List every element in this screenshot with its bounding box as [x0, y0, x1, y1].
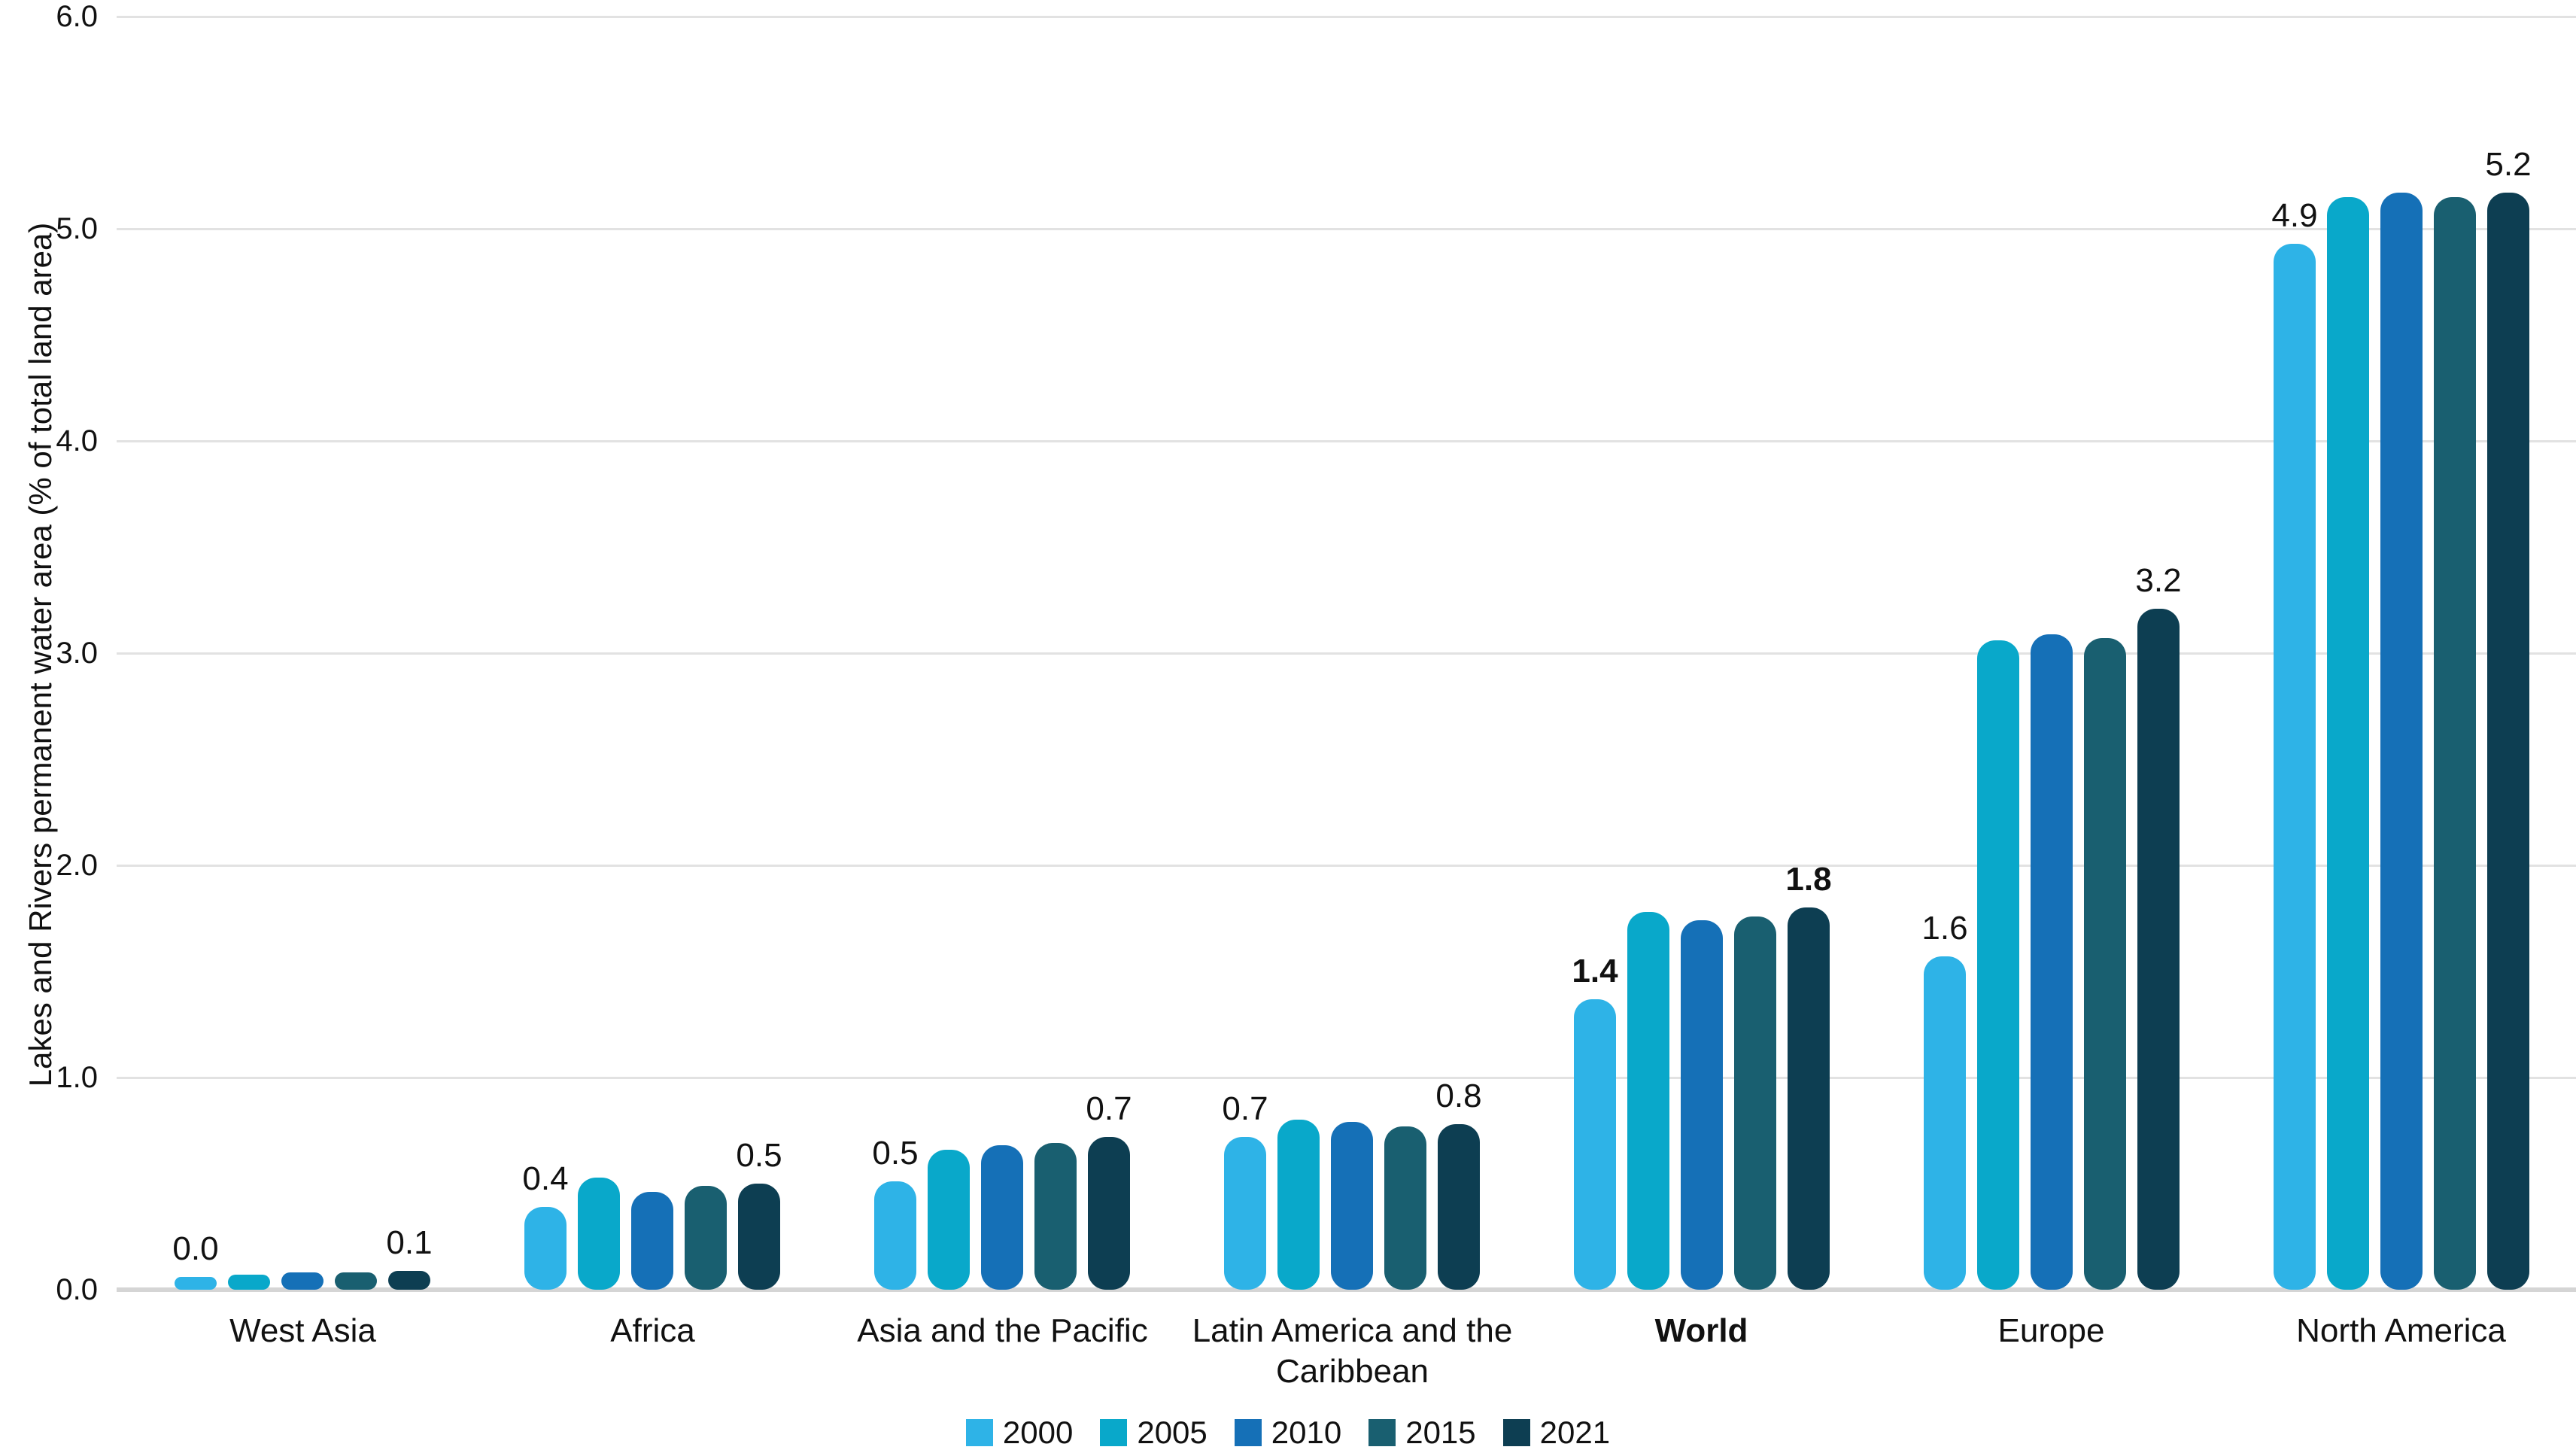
category-label: Europe [1997, 1312, 2105, 1349]
category-label: North America [2296, 1312, 2506, 1349]
bar-2021 [1088, 1137, 1130, 1290]
category-label: World [1654, 1312, 1748, 1349]
legend-swatch [1502, 1419, 1530, 1446]
value-label: 0.5 [736, 1137, 782, 1174]
bar-2000 [175, 1277, 217, 1290]
x-axis-line [117, 1287, 2576, 1292]
bar-2010 [2031, 634, 2073, 1290]
bar-2010 [1331, 1122, 1373, 1290]
bar-2021 [2137, 609, 2180, 1290]
category-label: West Asia [229, 1312, 376, 1349]
bar-2015 [1384, 1126, 1426, 1290]
y-tick-label: 0.0 [56, 1273, 98, 1306]
y-tick-label: 4.0 [56, 424, 98, 457]
y-tick-label: 1.0 [56, 1061, 98, 1094]
bar-2005 [1977, 640, 2019, 1290]
value-label: 0.0 [172, 1230, 219, 1267]
bar-2000 [874, 1181, 916, 1290]
legend-item-2005: 2005 [1100, 1415, 1208, 1450]
value-label: 0.7 [1222, 1090, 1268, 1127]
bar-2005 [578, 1178, 620, 1290]
value-label: 3.2 [2135, 562, 2182, 599]
bar-2005 [1627, 912, 1669, 1290]
bar-2015 [335, 1272, 377, 1290]
value-label: 0.1 [386, 1224, 433, 1261]
bar-2021 [1788, 907, 1830, 1290]
gridline [117, 228, 2576, 230]
category-label: Asia and the Pacific [857, 1312, 1148, 1349]
bar-2010 [281, 1272, 324, 1290]
legend-item-2010: 2010 [1234, 1415, 1342, 1450]
legend-swatch [1100, 1419, 1128, 1446]
bar-2005 [928, 1150, 970, 1290]
legend-label: 2005 [1137, 1415, 1208, 1450]
gridline [117, 865, 2576, 867]
bar-2005 [228, 1275, 270, 1290]
value-label: 0.7 [1086, 1090, 1132, 1127]
bar-2010 [1681, 920, 1723, 1290]
gridline [117, 440, 2576, 442]
value-label: 1.8 [1785, 861, 1832, 898]
legend-label: 2010 [1271, 1415, 1342, 1450]
category-label: Africa [610, 1312, 695, 1349]
bar-2005 [2327, 197, 2369, 1290]
legend-swatch [965, 1419, 993, 1446]
value-label: 0.5 [872, 1135, 919, 1172]
bar-2000 [1924, 956, 1966, 1290]
bar-2015 [1734, 916, 1776, 1290]
legend-swatch [1234, 1419, 1262, 1446]
value-label: 1.4 [1572, 953, 1618, 989]
y-tick-label: 2.0 [56, 849, 98, 882]
y-tick-label: 5.0 [56, 212, 98, 245]
bar-2021 [738, 1184, 780, 1290]
bar-2000 [524, 1207, 567, 1290]
bar-2005 [1277, 1120, 1320, 1290]
legend-label: 2000 [1002, 1415, 1074, 1450]
legend-label: 2021 [1539, 1415, 1611, 1450]
bar-2000 [1574, 999, 1616, 1290]
legend-label: 2015 [1405, 1415, 1476, 1450]
value-label: 0.4 [522, 1160, 569, 1197]
y-tick-label: 6.0 [56, 0, 98, 33]
bar-2010 [631, 1192, 673, 1290]
bar-2000 [2274, 244, 2316, 1290]
bar-2021 [1438, 1124, 1480, 1290]
value-label: 4.9 [2271, 197, 2318, 234]
bar-2021 [388, 1271, 430, 1290]
value-label: 5.2 [2485, 146, 2532, 183]
bar-2015 [2084, 638, 2126, 1290]
gridline [117, 16, 2576, 18]
bar-2010 [2380, 193, 2423, 1290]
bar-2015 [2434, 197, 2476, 1290]
gridline [117, 1077, 2576, 1079]
y-tick-label: 3.0 [56, 637, 98, 670]
legend: 2000 2005 2010 2015 2021 [0, 1415, 2576, 1451]
legend-item-2021: 2021 [1502, 1415, 1611, 1450]
bar-2015 [685, 1186, 727, 1290]
legend-item-2015: 2015 [1368, 1415, 1476, 1450]
value-label: 0.8 [1435, 1078, 1482, 1114]
gridline [117, 652, 2576, 655]
bar-2010 [981, 1145, 1023, 1290]
legend-item-2000: 2000 [965, 1415, 1074, 1450]
bar-2015 [1034, 1143, 1077, 1290]
bar-2021 [2487, 193, 2529, 1290]
category-label: Latin America and the Caribbean [1192, 1312, 1513, 1390]
bar-2000 [1224, 1137, 1266, 1290]
legend-swatch [1368, 1419, 1396, 1446]
value-label: 1.6 [1921, 910, 1968, 947]
